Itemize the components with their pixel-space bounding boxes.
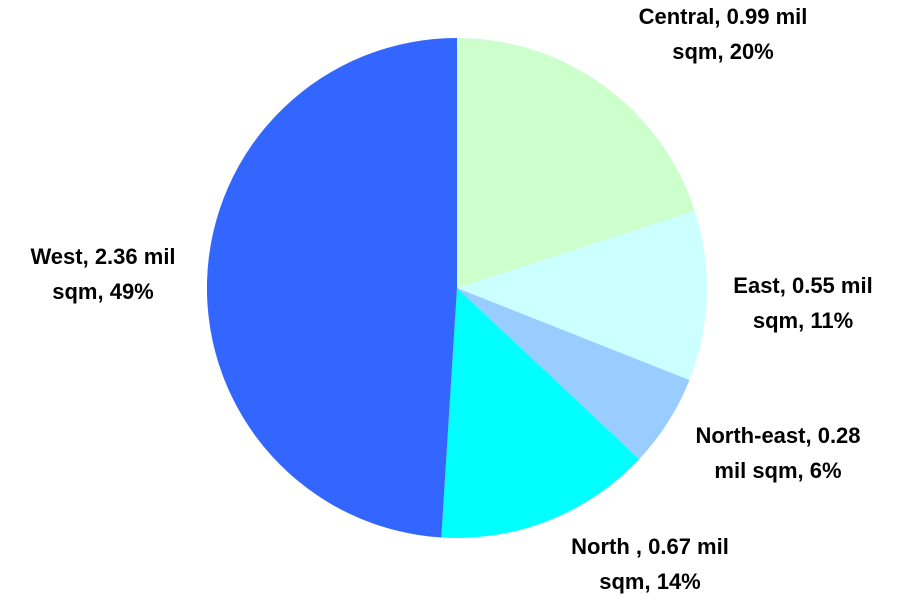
pie-slices [206,38,707,539]
slice-label-line: West, 2.36 mil [30,244,175,269]
slice-label-line: sqm, 11% [753,308,853,333]
pie-slice-north [441,288,640,539]
pie-slice-north-east [457,288,690,460]
slice-label-line: North-east, 0.28 [695,423,860,448]
slice-label-line: sqm, 49% [52,279,154,304]
slice-label-west: West, 2.36 mil sqm, 49% [30,244,175,304]
pie-slice-east [457,210,707,381]
slice-label-line: North , 0.67 mil [571,534,729,559]
slice-label-north: North , 0.67 mil sqm, 14% [571,534,729,594]
slice-label-line: East, 0.55 mil [733,273,872,298]
slice-labels: Central, 0.99 mil sqm, 20% East, 0.55 mil s… [30,4,872,594]
pie-slice-west [206,38,457,538]
slice-label-central: Central, 0.99 mil sqm, 20% [639,4,808,64]
slice-label-north-east: North-east, 0.28 mil sqm, 6% [695,423,860,483]
pie-slice-central [457,38,695,288]
slice-label-east: East, 0.55 mil sqm, 11% [733,273,872,333]
slice-label-line: sqm, 14% [599,569,701,594]
slice-label-line: sqm, 20% [672,39,774,64]
slice-label-line: Central, 0.99 mil [639,4,808,29]
slice-label-line: mil sqm, 6% [714,458,841,483]
